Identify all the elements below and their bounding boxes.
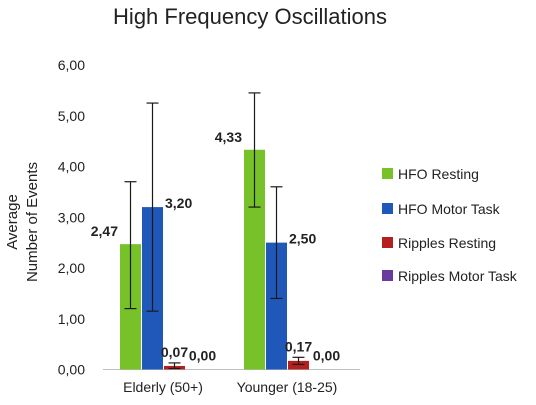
data-label: 4,33 — [215, 129, 242, 145]
legend-swatch — [382, 168, 393, 179]
bar — [244, 149, 265, 370]
legend-swatch — [382, 270, 393, 281]
y-axis-ticks: 0,00 1,00 2,00 3,00 4,00 5,00 6,00 — [58, 57, 85, 378]
error-bars-group — [124, 92, 305, 370]
y-tick-label: 0,00 — [58, 362, 85, 378]
category-label: Elderly (50+) — [123, 379, 203, 395]
category-label: Younger (18-25) — [237, 379, 338, 395]
data-label: 0,07 — [161, 344, 188, 360]
legend-label: Ripples Resting — [398, 235, 496, 251]
y-tick-label: 6,00 — [58, 57, 85, 73]
y-tick-label: 5,00 — [58, 108, 85, 124]
y-tick-label: 2,00 — [58, 260, 85, 276]
data-label: 0,00 — [313, 348, 340, 364]
legend-swatch — [382, 203, 393, 214]
bar — [288, 360, 309, 370]
y-tick-label: 4,00 — [58, 159, 85, 175]
bar — [266, 242, 287, 370]
y-axis-label-line2: Number of Events — [24, 162, 41, 282]
data-labels-group: 2,473,200,07 0,004,332,500,170,00 — [91, 129, 341, 364]
legend-label: HFO Resting — [398, 166, 479, 182]
data-label: 0,00 — [189, 348, 216, 364]
legend-swatch — [382, 237, 393, 248]
legend: HFO Resting HFO Motor Task Ripples Resting… — [382, 166, 518, 284]
chart-title: High Frequency Oscillations — [113, 4, 387, 29]
y-tick-label: 1,00 — [58, 311, 85, 327]
data-label: 0,17 — [285, 338, 312, 354]
bars-group — [120, 149, 309, 370]
y-tick-label: 3,00 — [58, 209, 85, 225]
legend-label: HFO Motor Task — [398, 201, 501, 217]
category-labels-group: Elderly (50+) Younger (18-25) — [123, 379, 337, 395]
legend-label: Ripples Motor Task — [398, 268, 518, 284]
data-label: 2,47 — [91, 223, 118, 239]
y-axis-label-line1: Average — [4, 194, 21, 250]
data-label: 2,50 — [289, 231, 316, 247]
data-label: 3,20 — [165, 195, 192, 211]
